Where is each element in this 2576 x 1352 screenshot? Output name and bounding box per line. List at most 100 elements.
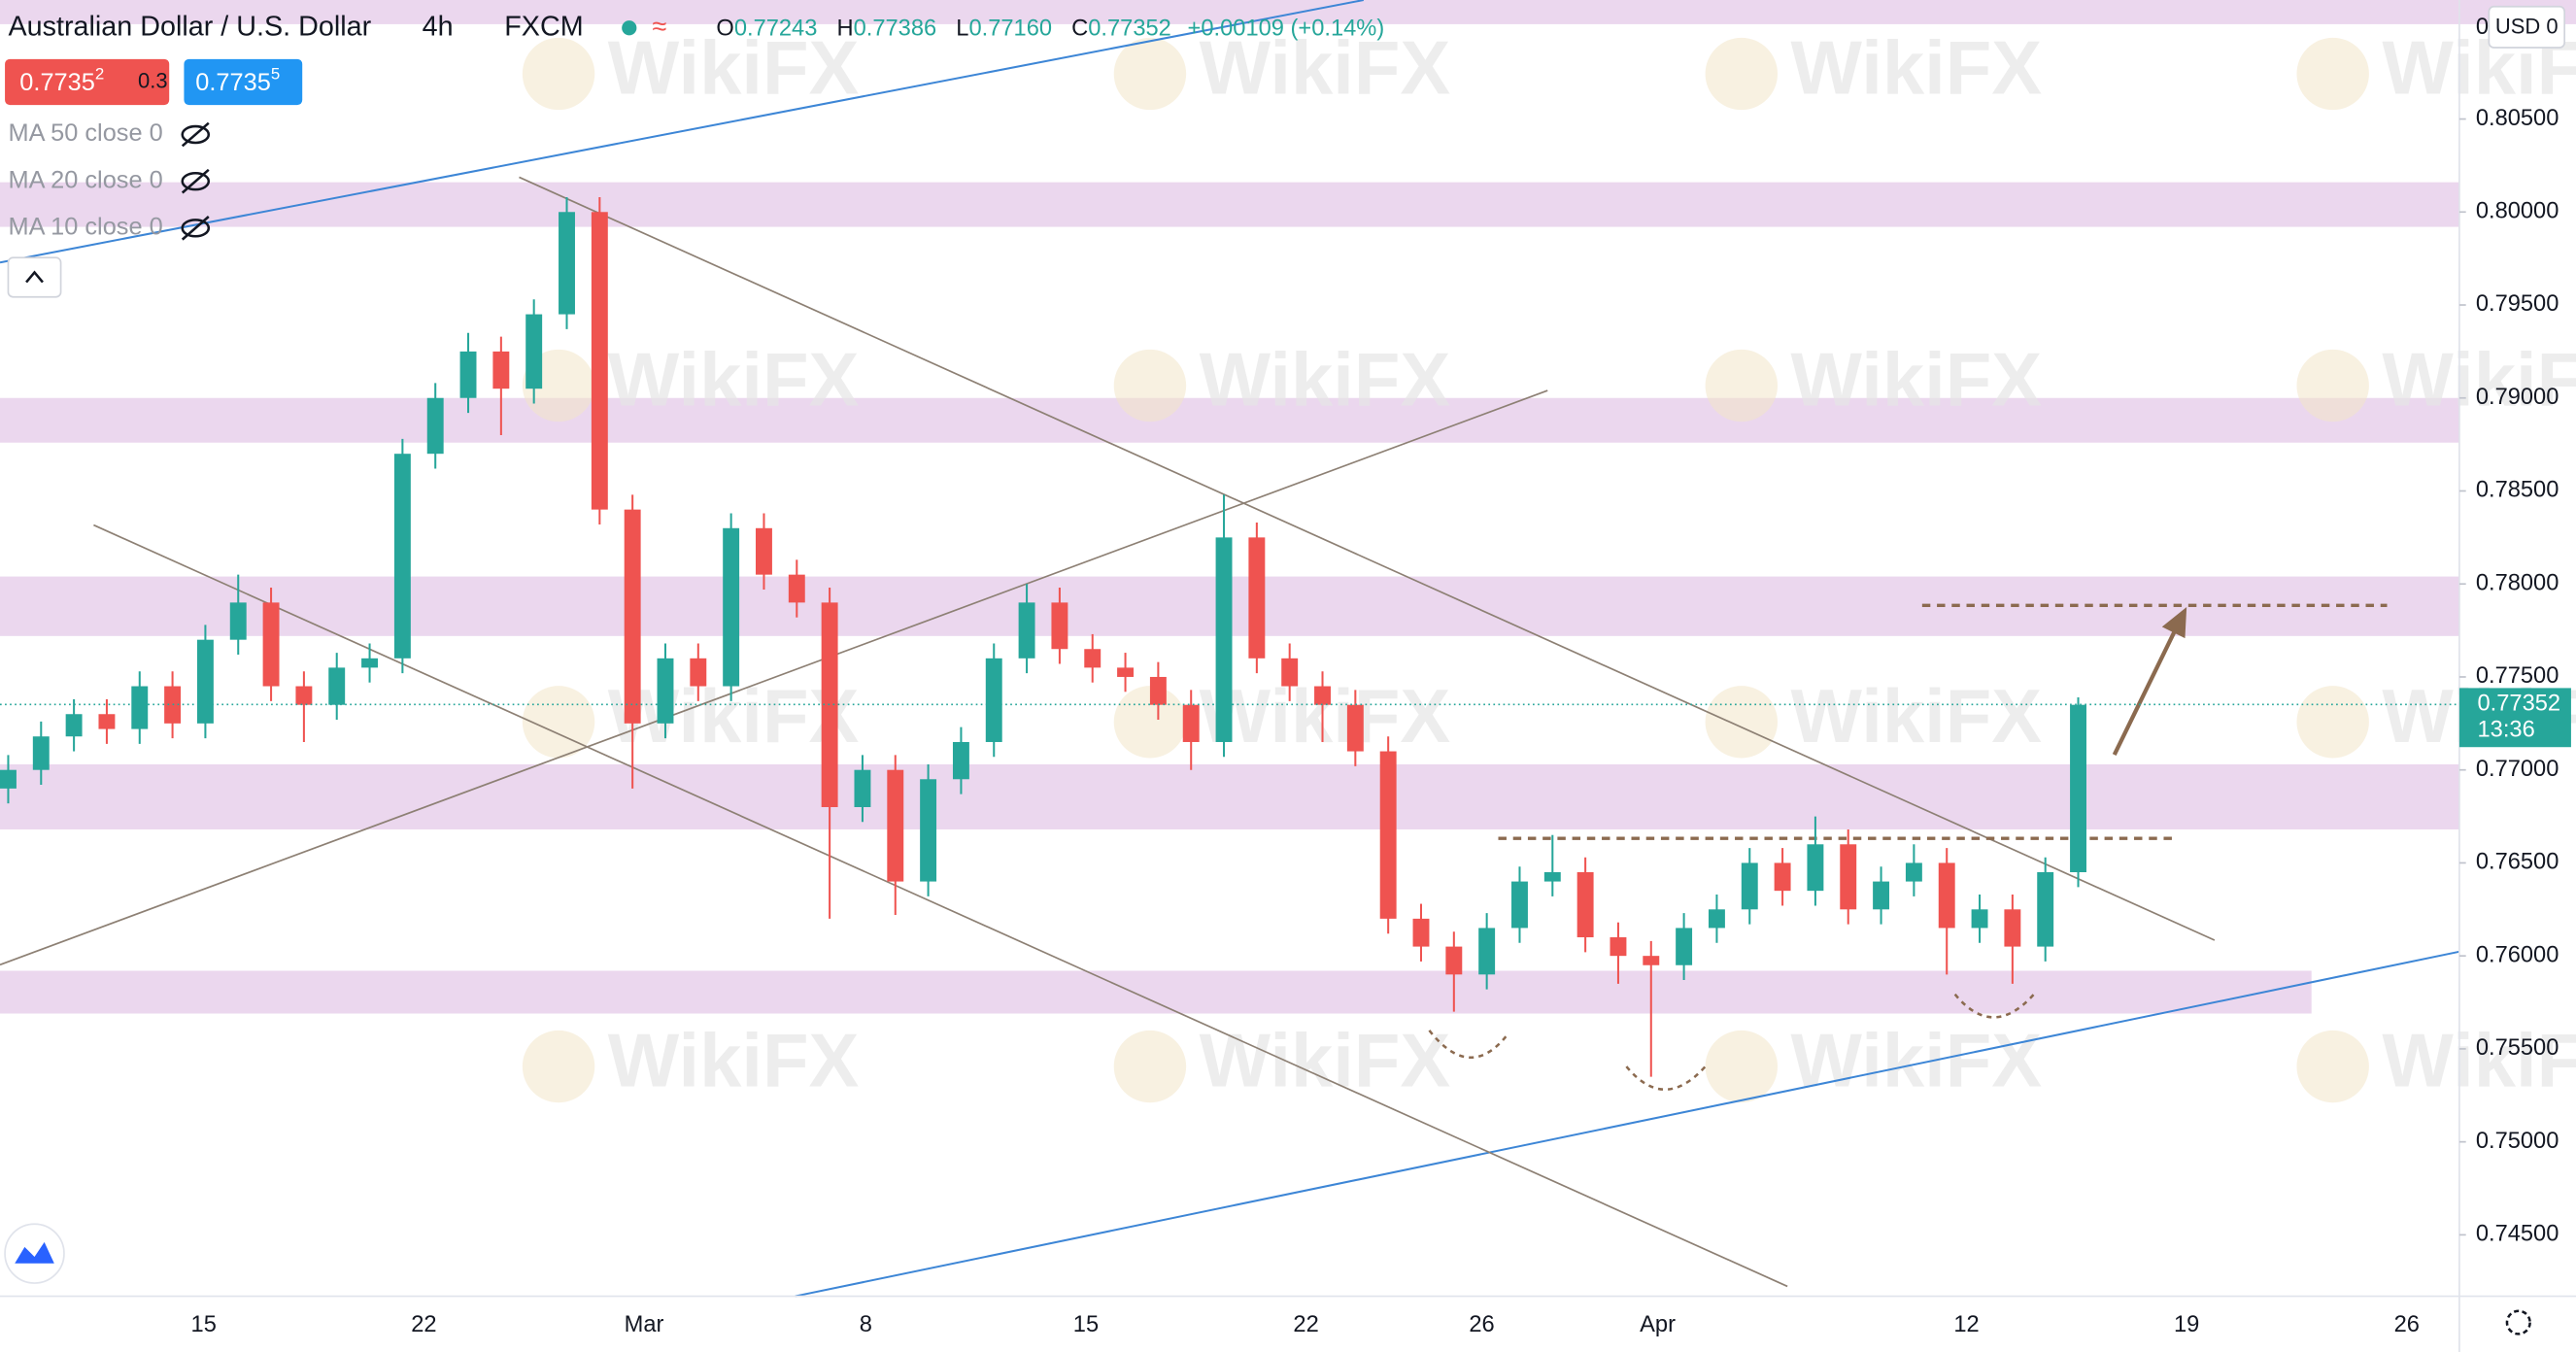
ohlc-label: C [1071, 17, 1088, 42]
candle-body [459, 351, 477, 398]
ohlc-label: L [956, 17, 968, 42]
logo[interactable] [15, 1241, 54, 1264]
visibility-slash[interactable] [181, 121, 210, 148]
sell-button[interactable] [5, 58, 170, 106]
y-tick-label: 0.74500 [2476, 1222, 2559, 1247]
x-tick-label: 26 [2394, 1312, 2420, 1337]
watermark: WikiFX [608, 27, 860, 111]
buy-main[interactable]: 0.7735 [195, 69, 271, 96]
status-dot [622, 20, 637, 36]
trend-line [0, 389, 1548, 966]
candle-body [1938, 862, 1955, 929]
visibility-slash[interactable] [181, 168, 210, 194]
sell-main[interactable]: 0.7735 [19, 69, 95, 96]
x-tick-label: 22 [1293, 1312, 1318, 1337]
candle-body [1576, 872, 1594, 938]
x-tick-label: 12 [1953, 1312, 1979, 1337]
sell-price[interactable]: 0.77352 [19, 65, 104, 96]
y-tick-label: 0.79500 [2476, 291, 2559, 317]
candle-body [1741, 862, 1758, 910]
watermark: WikiFX [1791, 27, 2043, 111]
candle-body [426, 397, 444, 455]
zone [0, 0, 2576, 24]
pattern-curve [1428, 1030, 1509, 1059]
sell-pip[interactable]: 2 [95, 65, 104, 84]
candle-body [690, 658, 707, 687]
candle-body [1412, 918, 1430, 947]
x-tick-label: Mar [625, 1312, 664, 1337]
watermark-logo [522, 37, 595, 111]
candle-body [2004, 909, 2021, 947]
collapse-icon[interactable] [25, 270, 44, 284]
y-tick-label: 0.76000 [2476, 942, 2559, 967]
candle-body [1708, 909, 1725, 929]
x-tick-label: 19 [2174, 1312, 2199, 1337]
candle-body [65, 714, 83, 737]
candle-body [985, 658, 1002, 742]
watermark: WikiFX [608, 1020, 860, 1103]
candle-body [559, 212, 575, 315]
currency-label[interactable]: USD 0 [2495, 15, 2559, 39]
watermark-logo [1113, 37, 1187, 111]
collapse-button[interactable] [7, 256, 62, 298]
buy-price[interactable]: 0.77355 [195, 65, 280, 96]
trend-line [519, 176, 2216, 941]
candle-body [525, 314, 543, 389]
x-tick-label: 8 [860, 1312, 872, 1337]
candle-body [295, 686, 313, 705]
ohlc-label: O [716, 17, 733, 42]
candle-body [1478, 928, 1496, 975]
zone [0, 182, 2459, 227]
watermark-logo [2296, 686, 2369, 759]
candle-body [98, 714, 116, 729]
settings-button[interactable] [2505, 1309, 2531, 1335]
buy-pip[interactable]: 5 [271, 65, 280, 84]
last-price-label: 0.77352 [2478, 692, 2561, 717]
candle-body [1610, 937, 1627, 957]
candle-body [854, 769, 871, 807]
candle-body [1117, 667, 1135, 677]
candle-body [196, 639, 214, 724]
status-icon: ≈ [652, 12, 666, 41]
visibility-slash[interactable] [181, 216, 210, 241]
candle-body [2070, 704, 2086, 873]
visibility-icon[interactable] [181, 219, 211, 238]
visibility-icon[interactable] [181, 124, 211, 145]
interval: 4h [423, 11, 454, 42]
logo-button[interactable] [4, 1223, 65, 1284]
watermark: WikiFX [608, 675, 860, 759]
candle-body [1905, 862, 1922, 882]
zone [0, 970, 2312, 1014]
candle-body [361, 658, 379, 668]
candle-body [1543, 872, 1561, 882]
candle-body [1314, 686, 1331, 705]
candle-body [887, 769, 904, 882]
candle-body [1182, 704, 1200, 742]
candle-body [1281, 658, 1299, 687]
candle-body [1379, 751, 1397, 919]
candle-body [1084, 649, 1102, 668]
ohlc-value: 0.77386 [854, 17, 937, 42]
candle-body [262, 602, 280, 687]
candle-body [1807, 844, 1824, 892]
candle-body [1215, 537, 1233, 742]
drawings [0, 0, 2460, 1298]
buy-button[interactable] [184, 58, 303, 106]
ohlc-value: 0.77243 [734, 17, 818, 42]
watermark-logo [1705, 37, 1779, 111]
candle-body [1511, 881, 1528, 929]
watermark-logo [2296, 349, 2369, 422]
candle-body [1643, 956, 1660, 965]
candle-body [2037, 872, 2054, 947]
ohlc: O0.77243 H0.77386 L0.77160 C0.77352 +0.0… [716, 17, 1384, 42]
indicators: MA 50 close 0 MA 20 close 0 MA 10 close 0 [8, 119, 211, 241]
candle-body [0, 769, 17, 789]
candles [0, 196, 2459, 1077]
watermark: WikiFX [2382, 1020, 2576, 1103]
y-tick-label: 0.80000 [2476, 199, 2559, 224]
candle-body [1445, 946, 1463, 975]
currency-button[interactable] [2488, 5, 2566, 49]
y-tick-label: 0.77500 [2476, 663, 2559, 689]
visibility-icon[interactable] [181, 171, 211, 191]
